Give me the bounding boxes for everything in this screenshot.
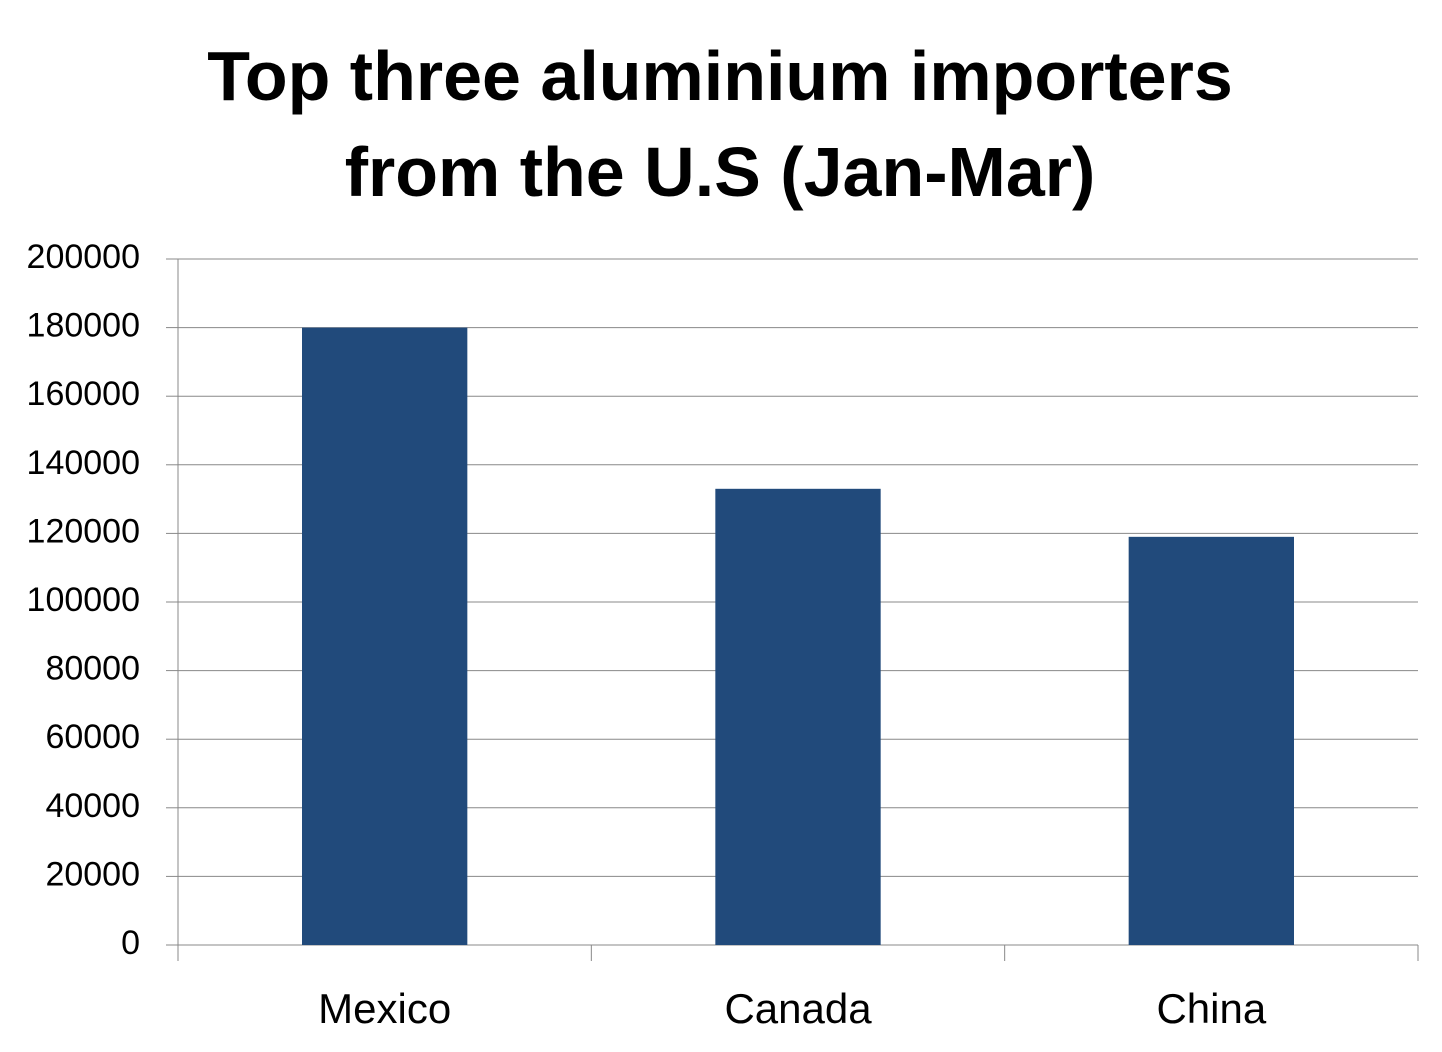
chart-title: Top three aluminium importers from the U… bbox=[207, 37, 1233, 211]
y-tick-label: 200000 bbox=[27, 238, 140, 276]
y-tick-label: 100000 bbox=[27, 581, 140, 619]
y-tick-label: 40000 bbox=[45, 787, 140, 825]
x-tick-label: Mexico bbox=[318, 985, 451, 1032]
bar bbox=[1128, 536, 1294, 945]
y-tick-label: 80000 bbox=[45, 650, 140, 688]
y-tick-label: 180000 bbox=[27, 307, 140, 345]
y-tick-label: 0 bbox=[121, 924, 140, 962]
y-tick-label: 120000 bbox=[27, 512, 140, 550]
y-tick-label: 160000 bbox=[27, 375, 140, 413]
x-tick-label: China bbox=[1156, 985, 1266, 1032]
bar bbox=[302, 327, 468, 946]
y-tick-label: 140000 bbox=[27, 444, 140, 482]
y-tick-label: 60000 bbox=[45, 718, 140, 756]
x-tick-label: Canada bbox=[724, 985, 872, 1032]
y-tick-label: 20000 bbox=[45, 855, 140, 893]
bar bbox=[715, 488, 881, 945]
